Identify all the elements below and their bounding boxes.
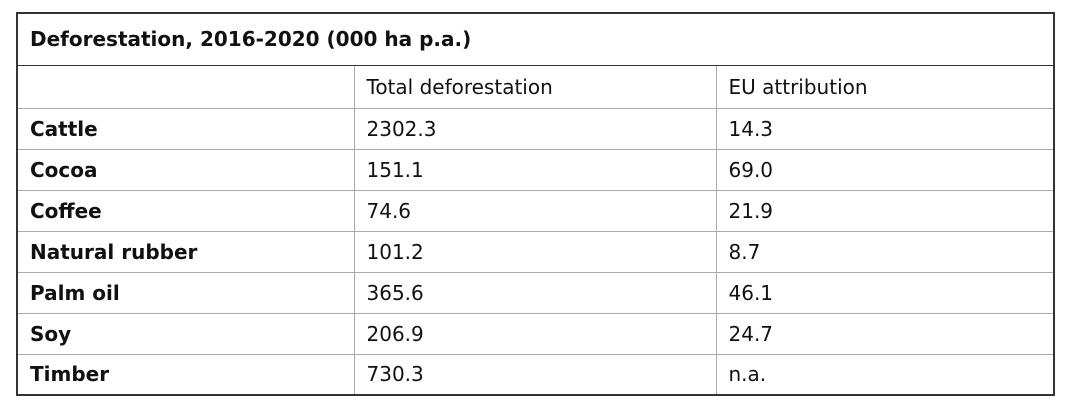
value-cell: n.a. bbox=[715, 353, 1055, 396]
data-row: Soy 206.9 24.7 bbox=[16, 312, 1055, 355]
data-row: Coffee 74.6 21.9 bbox=[16, 189, 1055, 232]
value-cell: 24.7 bbox=[715, 312, 1055, 355]
header-cell: EU attribution bbox=[715, 64, 1055, 109]
header-cell: Total deforestation bbox=[353, 64, 717, 109]
value-cell: 101.2 bbox=[353, 230, 717, 273]
data-row: Cocoa 151.1 69.0 bbox=[16, 148, 1055, 191]
value-cell: 21.9 bbox=[715, 189, 1055, 232]
data-row: Palm oil 365.6 46.1 bbox=[16, 271, 1055, 314]
header-row: Total deforestation EU attribution bbox=[16, 64, 1055, 109]
data-row: Cattle 2302.3 14.3 bbox=[16, 107, 1055, 150]
title-row: Deforestation, 2016-2020 (000 ha p.a.) bbox=[16, 12, 1055, 66]
row-label: Palm oil bbox=[16, 271, 355, 314]
value-cell: 365.6 bbox=[353, 271, 717, 314]
row-label: Cocoa bbox=[16, 148, 355, 191]
row-label: Cattle bbox=[16, 107, 355, 150]
value-cell: 69.0 bbox=[715, 148, 1055, 191]
row-label: Natural rubber bbox=[16, 230, 355, 273]
table-body: Deforestation, 2016-2020 (000 ha p.a.) T… bbox=[16, 12, 1055, 396]
data-row: Natural rubber 101.2 8.7 bbox=[16, 230, 1055, 273]
value-cell: 151.1 bbox=[353, 148, 717, 191]
deforestation-table: Deforestation, 2016-2020 (000 ha p.a.) T… bbox=[16, 12, 1055, 396]
row-label: Coffee bbox=[16, 189, 355, 232]
value-cell: 14.3 bbox=[715, 107, 1055, 150]
table-title: Deforestation, 2016-2020 (000 ha p.a.) bbox=[16, 12, 1055, 66]
value-cell: 206.9 bbox=[353, 312, 717, 355]
row-label: Timber bbox=[16, 353, 355, 396]
value-cell: 730.3 bbox=[353, 353, 717, 396]
value-cell: 8.7 bbox=[715, 230, 1055, 273]
value-cell: 74.6 bbox=[353, 189, 717, 232]
data-row: Timber 730.3 n.a. bbox=[16, 353, 1055, 396]
value-cell: 2302.3 bbox=[353, 107, 717, 150]
row-label: Soy bbox=[16, 312, 355, 355]
header-cell bbox=[16, 64, 355, 109]
value-cell: 46.1 bbox=[715, 271, 1055, 314]
